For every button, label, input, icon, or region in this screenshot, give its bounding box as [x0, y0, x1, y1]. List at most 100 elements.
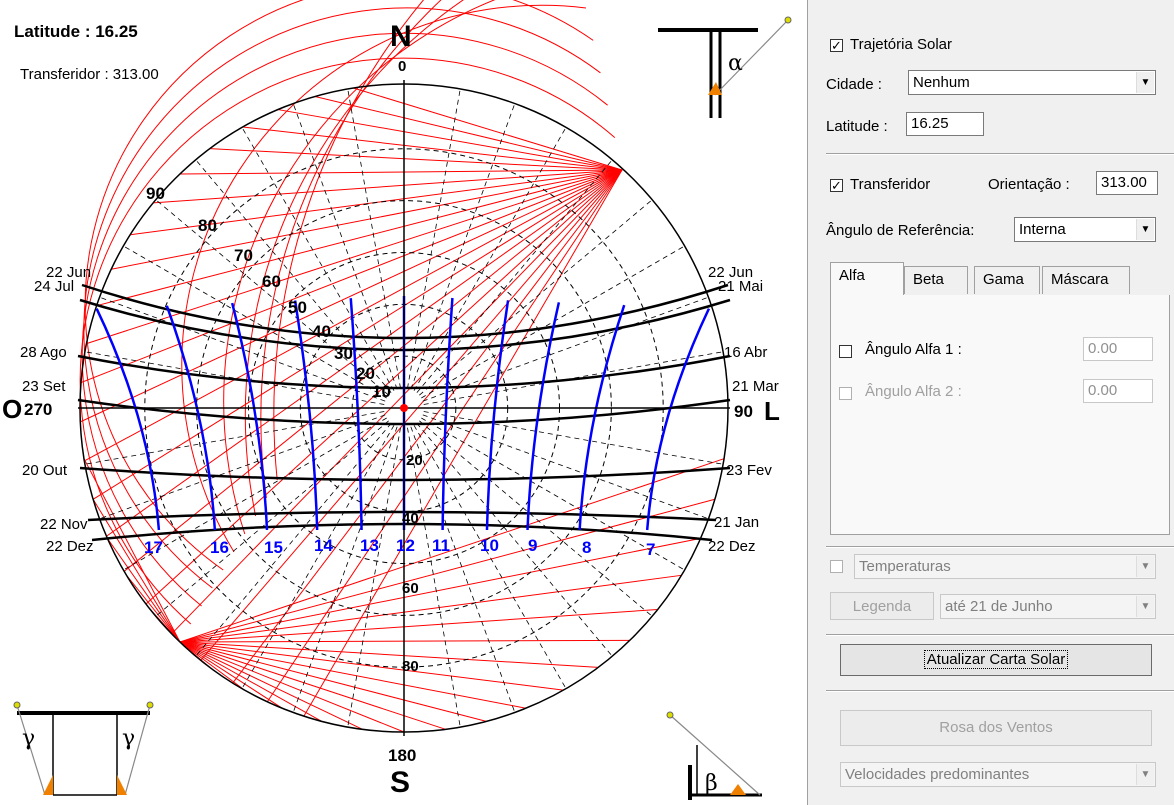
chevron-down-icon[interactable]: ▼	[1136, 596, 1154, 617]
alfa2-field[interactable]: 0.00	[1083, 379, 1153, 403]
beta-angle-icon: β	[666, 711, 762, 800]
hour-label-16: 16	[210, 538, 229, 557]
protractor-arc	[260, 0, 442, 499]
protractor-scale-60: 60	[262, 272, 281, 291]
protractor-line	[179, 641, 564, 691]
protractor-line	[232, 169, 623, 684]
hour-curve	[526, 302, 561, 531]
hour-curve	[293, 300, 319, 531]
cidade-label: Cidade :	[826, 76, 882, 93]
svg-text:β: β	[705, 771, 718, 796]
protractor-line	[171, 169, 623, 635]
protractor-line	[179, 608, 658, 643]
azimuth-line	[195, 423, 392, 657]
temperaturas-checkbox[interactable]	[830, 560, 843, 573]
atualizar-carta-label: Atualizar Carta Solar	[923, 650, 1069, 669]
protractor-line	[179, 169, 623, 175]
settings-panel: ✓ Trajetória Solar Cidade : Nenhum ▼ Lat…	[816, 0, 1174, 805]
date-left-23-set: 23 Set	[22, 378, 66, 395]
hour-curve	[645, 308, 711, 531]
velocidades-select[interactable]: Velocidades predominantes ▼	[840, 762, 1156, 787]
west-label: O	[2, 394, 23, 424]
hour-label-7: 7	[646, 540, 656, 559]
rosa-dos-ventos-button[interactable]: Rosa dos Ventos	[840, 710, 1152, 746]
azimuth-270-label: 270	[24, 400, 53, 419]
protractor-line	[179, 537, 701, 643]
protractor-arc	[273, 0, 425, 481]
chevron-down-icon[interactable]: ▼	[1136, 72, 1154, 93]
azimuth-line	[410, 426, 516, 713]
atualizar-carta-button[interactable]: Atualizar Carta Solar	[840, 644, 1152, 676]
hour-curve	[165, 305, 217, 531]
altitude-label-20: 20	[406, 452, 423, 469]
hour-label-8: 8	[582, 538, 592, 557]
azimuth-line	[421, 245, 685, 399]
chevron-down-icon[interactable]: ▼	[1136, 764, 1154, 785]
periodo-select[interactable]: até 21 de Junho ▼	[940, 594, 1156, 619]
divider	[826, 690, 1174, 692]
protractor-line	[179, 641, 487, 722]
protractor-arc	[244, 0, 465, 517]
transferidor-label: Transferidor	[850, 176, 931, 193]
hour-label-13: 13	[360, 536, 379, 555]
azimuth-line	[99, 414, 386, 520]
protractor-line	[314, 95, 623, 171]
protractor-line	[277, 109, 623, 171]
tab-alfa[interactable]: Alfa	[830, 262, 904, 296]
protractor-line	[80, 169, 623, 423]
hour-curve	[95, 308, 161, 531]
temperaturas-select[interactable]: Temperaturas ▼	[854, 554, 1156, 579]
legenda-button[interactable]: Legenda	[830, 592, 934, 620]
protractor-line	[106, 538, 181, 643]
alfa1-field[interactable]: 0.00	[1083, 337, 1153, 361]
transferidor-checkbox[interactable]: ✓	[830, 178, 843, 193]
divider	[826, 153, 1174, 155]
trajetoria-checkbox[interactable]: ✓	[830, 38, 843, 53]
date-left-22-dez: 22 Dez	[46, 538, 94, 555]
azimuth-line	[195, 159, 392, 393]
tab-mascara[interactable]: Máscara	[1042, 266, 1130, 294]
azimuth-line	[423, 351, 724, 405]
hour-curve	[349, 298, 363, 531]
tab-beta[interactable]: Beta	[904, 266, 968, 294]
velocidades-value: Velocidades predominantes	[845, 766, 1030, 783]
azimuth-line	[155, 420, 389, 617]
azimuth-line	[416, 159, 613, 393]
protractor-line	[153, 169, 623, 204]
azimuth-line	[123, 245, 387, 399]
protractor-line	[303, 169, 623, 717]
alfa2-checkbox[interactable]	[839, 387, 852, 400]
center-point	[400, 404, 408, 412]
protractor-line	[209, 148, 623, 171]
azimuth-line	[241, 127, 395, 391]
protractor-line	[353, 87, 623, 171]
gamma-angle-icon: γ γ	[13, 701, 154, 796]
divider	[826, 546, 1174, 548]
protractor-line	[179, 641, 599, 668]
tab-gama[interactable]: Gama	[974, 266, 1040, 294]
angulo-referencia-label: Ângulo de Referência:	[826, 222, 975, 239]
protractor-line	[111, 169, 623, 270]
azimuth-line	[422, 296, 709, 402]
protractor-arc	[83, 7, 601, 589]
protractor-line	[126, 575, 181, 643]
chevron-down-icon[interactable]: ▼	[1136, 556, 1154, 577]
orientacao-field[interactable]: 313.00	[1096, 171, 1158, 195]
date-left-22-jun: 22 Jun	[46, 264, 92, 281]
cidade-select[interactable]: Nenhum ▼	[908, 70, 1156, 95]
azimuth-line	[419, 199, 653, 396]
protractor-line	[86, 169, 623, 345]
solar-chart-canvas: α β γ γ	[13, 0, 792, 800]
alfa1-checkbox[interactable]	[839, 345, 852, 358]
cidade-value: Nenhum	[913, 74, 970, 91]
azimuth-line	[292, 426, 398, 713]
altitude-label-40: 40	[402, 510, 419, 527]
chevron-down-icon[interactable]: ▼	[1136, 219, 1154, 240]
angulo-referencia-value: Interna	[1019, 221, 1066, 238]
protractor-scale-10: 10	[372, 382, 391, 401]
solar-chart-panel: α β γ γ Latitude : 16.25 Tr	[0, 0, 808, 805]
protractor-scale-90: 90	[146, 184, 165, 203]
latitude-field[interactable]: 16.25	[906, 112, 984, 136]
hour-label-12: 12	[396, 536, 415, 555]
angulo-referencia-select[interactable]: Interna ▼	[1014, 217, 1156, 242]
